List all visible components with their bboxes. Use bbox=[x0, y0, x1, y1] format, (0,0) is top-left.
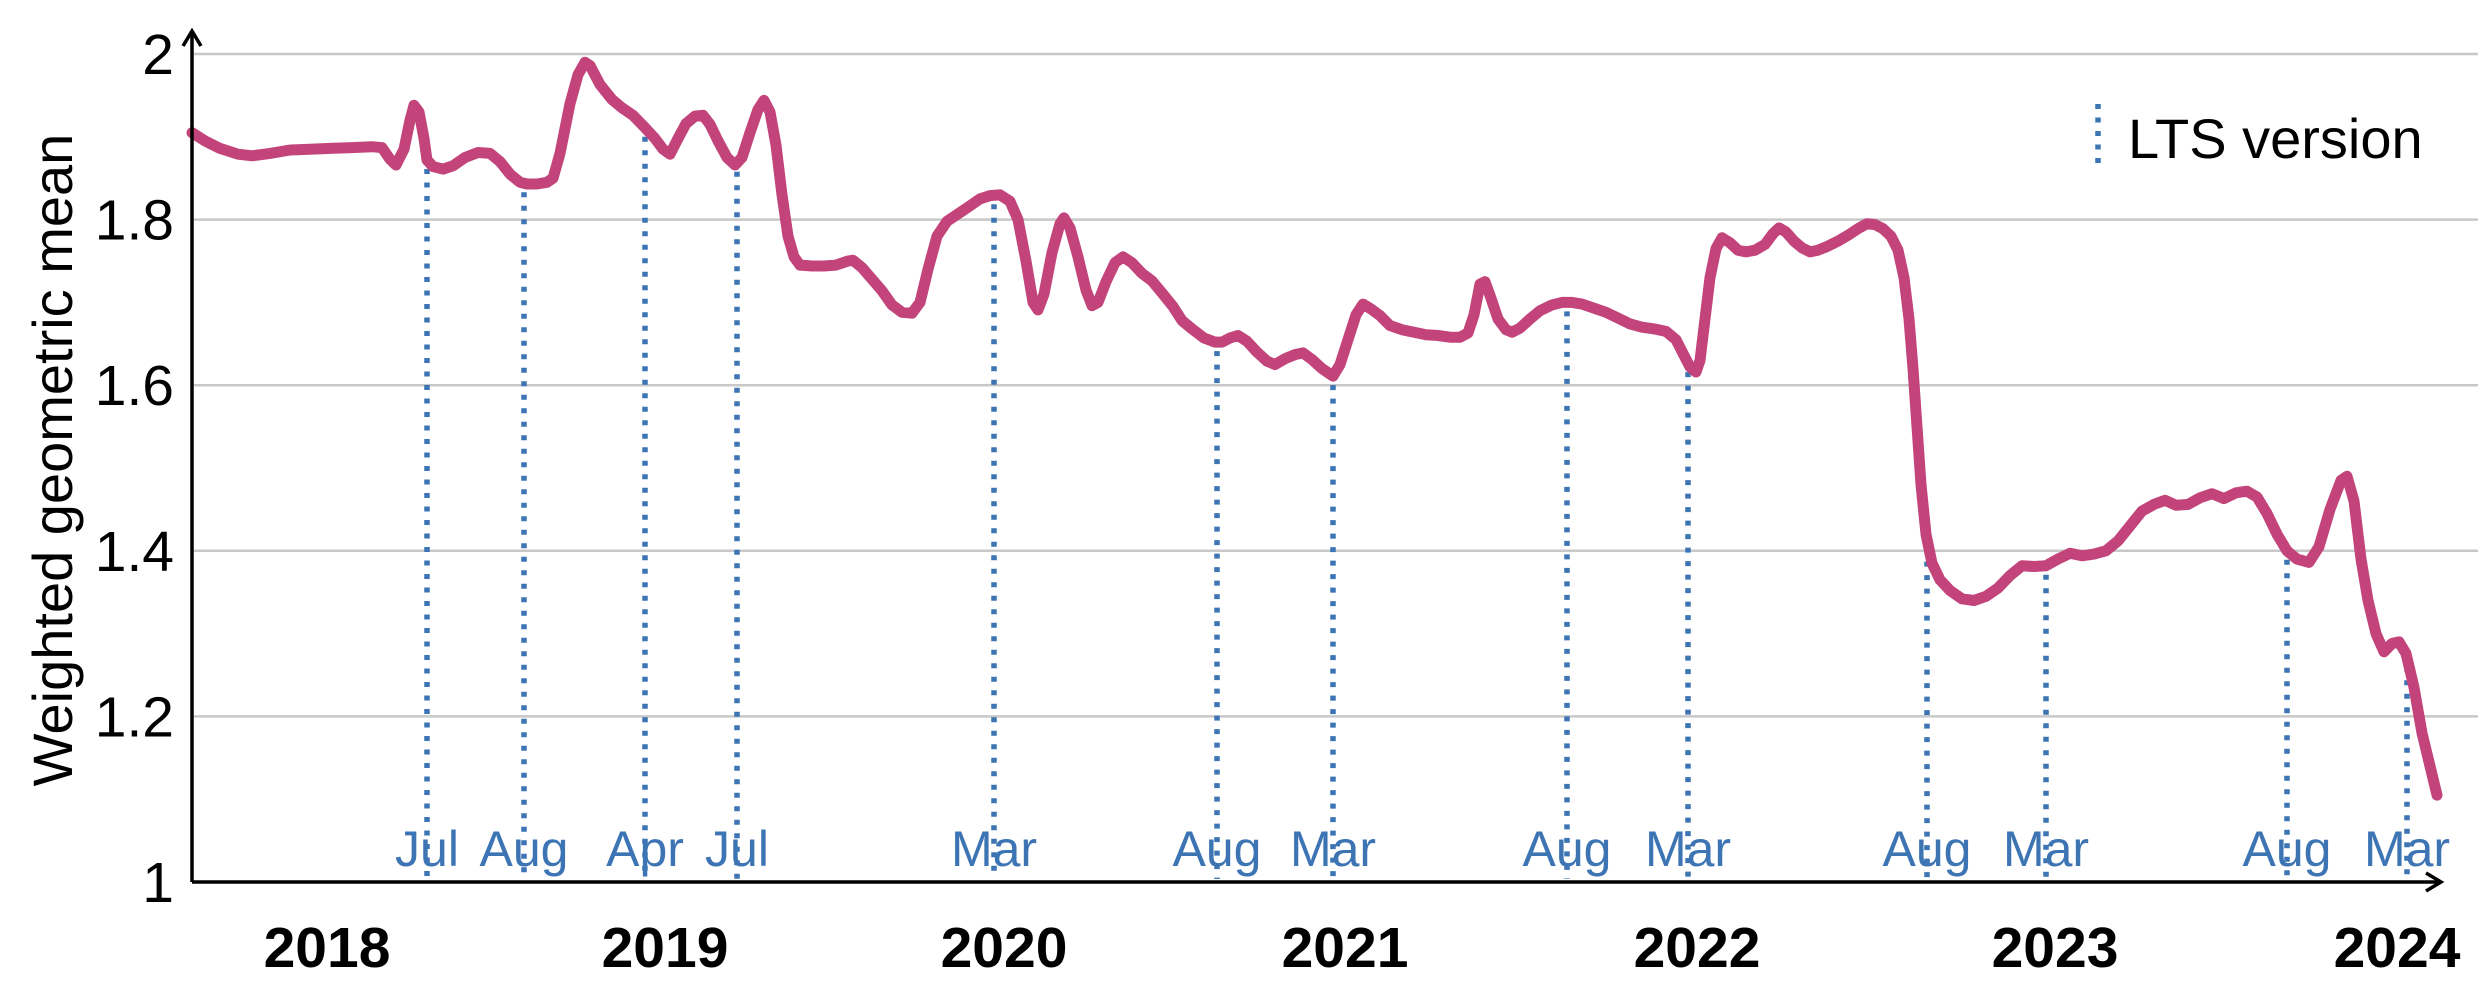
lts-month-label: Aug bbox=[1523, 821, 1612, 877]
series-line bbox=[186, 56, 2443, 801]
x-year-label: 2018 bbox=[264, 916, 391, 980]
lts-month-label: Apr bbox=[606, 821, 684, 877]
y-tick-label: 1 bbox=[142, 851, 174, 915]
lts-month-label: Aug bbox=[2243, 821, 2332, 877]
x-year-label: 2022 bbox=[1634, 916, 1761, 980]
x-year-label: 2019 bbox=[602, 916, 729, 980]
x-year-label: 2023 bbox=[1992, 916, 2119, 980]
y-tick-label: 1.6 bbox=[95, 354, 174, 418]
legend-label: LTS version bbox=[2128, 107, 2423, 170]
lts-month-labels: Jul Aug Apr Jul Mar Aug Mar Aug Mar Aug Mar Aug Mar bbox=[395, 821, 2450, 877]
lts-month-label: Jul bbox=[705, 821, 769, 877]
lts-month-label: Aug bbox=[480, 821, 569, 877]
lts-month-label: Mar bbox=[2003, 821, 2089, 877]
x-year-label: 2021 bbox=[1282, 916, 1409, 980]
y-axis-arrow-icon bbox=[181, 27, 203, 47]
y-tick-label: 1.4 bbox=[95, 520, 174, 584]
y-axis-title: Weighted geometric mean bbox=[21, 134, 84, 787]
x-year-label: 2020 bbox=[941, 916, 1068, 980]
lts-version-lines bbox=[424, 136, 2410, 879]
lts-month-label: Mar bbox=[951, 821, 1037, 877]
lts-month-label: Mar bbox=[2364, 821, 2450, 877]
axes bbox=[181, 27, 2445, 893]
y-tick-label: 1.8 bbox=[95, 189, 174, 253]
lts-month-label: Aug bbox=[1173, 821, 1262, 877]
y-tick-labels: 1 1.2 1.4 1.6 1.8 2 bbox=[95, 23, 174, 915]
y-tick-label: 1.2 bbox=[95, 685, 174, 749]
x-year-labels: 2018 2019 2020 2021 2022 2023 2024 bbox=[264, 916, 2461, 980]
lts-month-label: Aug bbox=[1883, 821, 1972, 877]
x-year-label: 2024 bbox=[2334, 916, 2461, 980]
x-axis-arrow-icon bbox=[2425, 871, 2445, 893]
y-tick-label: 2 bbox=[142, 23, 174, 87]
lts-month-label: Mar bbox=[1645, 821, 1731, 877]
lts-month-label: Jul bbox=[395, 821, 459, 877]
lts-month-label: Mar bbox=[1290, 821, 1376, 877]
legend: LTS version bbox=[2095, 104, 2423, 170]
